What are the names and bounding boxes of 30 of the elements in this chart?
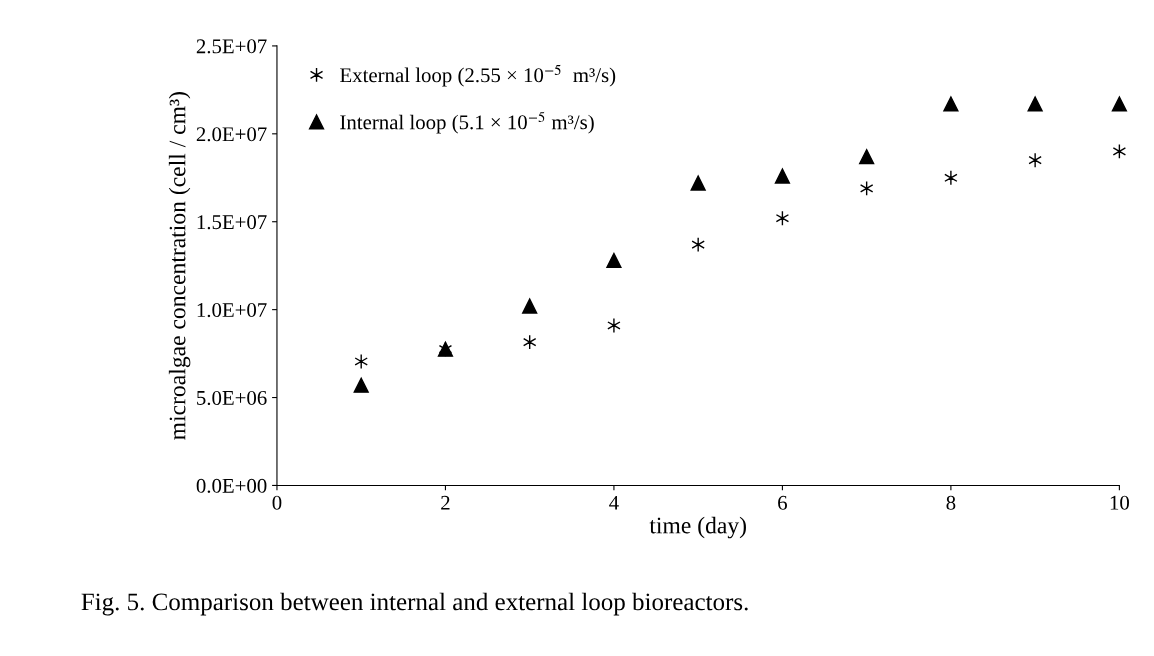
y-tick-label: 5.0E+06 [197,390,267,406]
y-tick-label: 2.0E+07 [196,127,267,142]
point [691,236,705,253]
x-tick-label: 6 [778,495,787,510]
point [943,96,959,112]
point [607,317,621,334]
point [522,298,538,314]
point [1027,96,1043,112]
point [606,252,622,269]
x-axis-title: time (day) [649,516,746,539]
x-tick-label: 8 [946,495,956,510]
point [774,168,791,184]
y-axis-title: microalgae concentration (cell / cm³) [168,92,191,440]
x-tick-label: 0 [272,495,282,510]
point [690,175,706,191]
legend-label: Internal loop (5.1 × 10$^{−5}$ m³/s) [340,111,594,134]
y-tick-label: 2.5E+07 [196,39,267,54]
x-tick-label: 2 [441,495,450,510]
point [1028,152,1042,168]
y-tick-label: 1.5E+07 [197,215,267,230]
y-tick-label: 0.0E+00 [196,478,267,493]
x-tick-label: 4 [609,495,619,510]
caption: Fig. 5. Comparison between internal and external loop bioreactors. [81,592,748,616]
point [353,377,369,393]
point [944,170,958,186]
x-tick-label: 10 [1110,495,1129,510]
point [1111,96,1128,112]
y-tick-label: 1.0E+07 [197,303,267,318]
point [859,149,875,165]
legend-label: External loop (2.55 × 10$^{−5}$ m³/s) [340,64,616,87]
